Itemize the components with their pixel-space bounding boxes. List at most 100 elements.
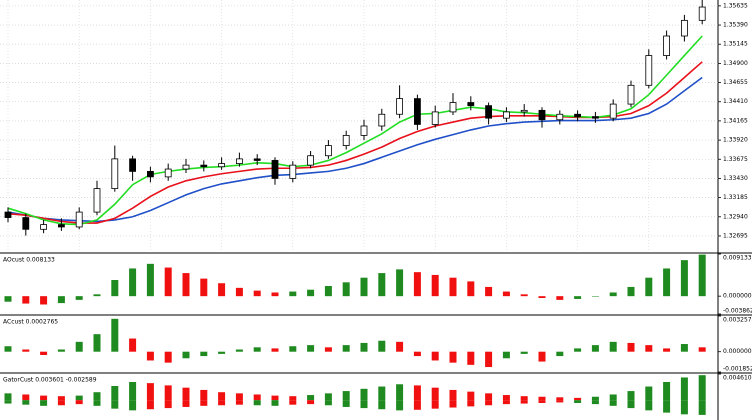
candle-body — [520, 109, 528, 113]
histogram-bar — [200, 278, 208, 297]
histogram-bar — [289, 396, 297, 401]
histogram-bar — [556, 296, 564, 300]
histogram-bar — [75, 296, 83, 300]
y-tick-label: -0.0018525 — [723, 366, 752, 373]
histogram-bar — [609, 341, 617, 352]
histogram-bar — [431, 274, 439, 297]
histogram-bar — [574, 397, 582, 401]
histogram-bar — [182, 273, 190, 297]
histogram-bar — [289, 400, 297, 405]
y-tick-label: 1.35390 — [723, 22, 748, 29]
histogram-bar — [22, 400, 30, 405]
histogram-bar — [307, 395, 315, 401]
histogram-bar — [396, 384, 404, 401]
y-tick-label: -0.003862 — [723, 308, 752, 315]
histogram-bar — [307, 345, 315, 352]
y-tick-label: 0.000000 — [723, 348, 752, 355]
histogram-bar — [574, 296, 582, 299]
candle-body — [431, 111, 439, 125]
histogram-bar — [253, 394, 261, 401]
histogram-bar — [307, 400, 315, 405]
histogram-bar — [449, 389, 457, 401]
histogram-bar — [146, 400, 154, 410]
histogram-bar — [324, 347, 332, 352]
y-tick-label: 1.33920 — [723, 137, 748, 144]
candle-body — [271, 160, 279, 179]
y-tick-label: 1.33430 — [723, 175, 748, 182]
histogram-bar — [111, 385, 119, 401]
histogram-bar — [431, 351, 439, 361]
histogram-bar — [680, 260, 688, 297]
candle-body — [253, 158, 261, 161]
histogram-bar — [698, 400, 706, 415]
y-tick-label: 1.34165 — [723, 117, 748, 124]
histogram-bar — [680, 400, 688, 415]
histogram-bar — [396, 341, 404, 352]
histogram-bar — [413, 400, 421, 410]
histogram-bar — [574, 348, 582, 352]
histogram-bar — [342, 400, 350, 407]
histogram-bar — [663, 381, 671, 401]
histogram-bar — [378, 340, 386, 352]
histogram-bar — [627, 391, 635, 401]
histogram-bar — [129, 268, 137, 297]
candle-body — [218, 163, 226, 168]
histogram-bar — [146, 383, 154, 401]
candle-body — [467, 102, 475, 107]
histogram-bar — [645, 400, 653, 411]
histogram-bar — [485, 286, 493, 297]
histogram-bar — [253, 347, 261, 352]
histogram-bar — [467, 400, 475, 407]
alligator-line — [7, 76, 703, 223]
histogram-bar — [520, 396, 528, 401]
candle-body — [93, 188, 101, 213]
histogram-bar — [556, 397, 564, 401]
histogram-bar — [520, 294, 528, 297]
histogram-bar — [307, 289, 315, 297]
histogram-bar — [146, 351, 154, 361]
histogram-bar — [164, 351, 172, 363]
histogram-bar — [271, 395, 279, 401]
histogram-bar — [360, 342, 368, 352]
histogram-bar — [467, 391, 475, 401]
histogram-bar — [502, 291, 510, 297]
histogram-bar — [57, 396, 65, 401]
histogram-bar — [520, 351, 528, 354]
histogram-bar — [93, 294, 101, 297]
histogram-bar — [164, 400, 172, 409]
histogram-bar — [182, 351, 190, 359]
histogram-bar — [680, 377, 688, 401]
histogram-bar — [698, 254, 706, 297]
histogram-bar — [467, 281, 475, 297]
y-tick-label: 0.0032574 — [723, 317, 752, 324]
candle-body — [627, 84, 635, 105]
candle-body — [129, 158, 137, 172]
histogram-bar — [40, 296, 48, 305]
candle-body — [574, 113, 581, 118]
histogram-bar — [75, 395, 83, 401]
histogram-bar — [218, 351, 226, 354]
histogram-bar — [538, 296, 546, 299]
histogram-bar — [609, 394, 617, 401]
histogram-bar — [111, 400, 119, 409]
candle-body — [146, 170, 154, 178]
candle-body — [164, 168, 172, 178]
histogram-bar — [146, 263, 154, 297]
histogram-bar — [289, 346, 297, 352]
candle-body — [75, 211, 83, 228]
histogram-bar — [182, 387, 190, 401]
histogram-bar — [40, 400, 48, 406]
histogram-bar — [698, 347, 706, 352]
histogram-bar — [502, 400, 510, 405]
histogram-bar — [502, 395, 510, 401]
panel — [4, 318, 706, 368]
y-tick-label: 1.35145 — [723, 41, 748, 48]
candle-body — [681, 19, 688, 37]
histogram-bar — [40, 395, 48, 401]
candle-body — [182, 164, 190, 170]
y-tick-label: 1.32695 — [723, 232, 748, 239]
candle-body — [40, 224, 47, 230]
candle-body — [449, 102, 457, 113]
histogram-bar — [431, 387, 439, 401]
